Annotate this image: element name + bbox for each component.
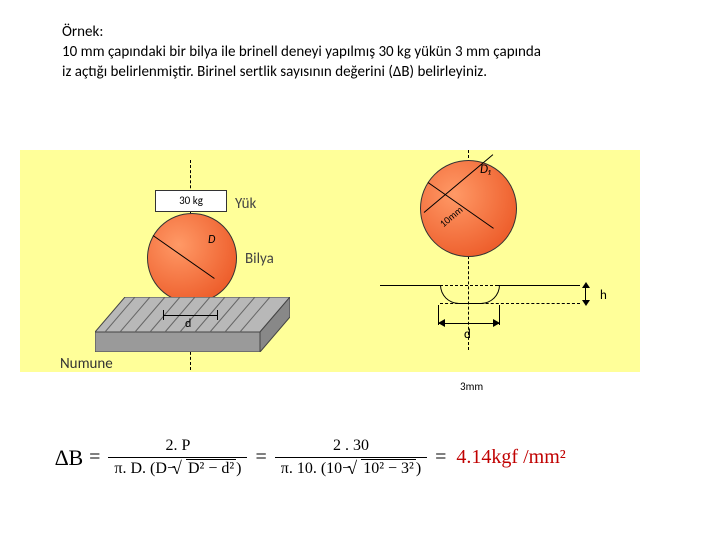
result-value: 4.14kgf /mm² — [456, 446, 565, 469]
den2-part-a: π. 10. (10− — [281, 460, 351, 477]
result-number: 4.14 — [456, 446, 491, 468]
equals-2: = — [255, 446, 266, 469]
h-label: h — [600, 288, 607, 303]
indenter-ball-left — [147, 213, 237, 303]
equals-3: = — [435, 446, 446, 469]
den2-part-b: ) — [416, 460, 421, 477]
indent-diameter-d-left: d — [163, 315, 218, 333]
three-mm-annotation: 3mm — [460, 380, 483, 393]
denominator-1: π. D. (D− D² − d²) — [108, 457, 247, 478]
example-heading: Örnek: — [62, 22, 103, 42]
load-label: Yük — [235, 195, 256, 213]
den1-part-a: π. D. (D− — [114, 460, 176, 477]
fraction-symbolic: 2. P π. D. (D− D² − d²) — [108, 437, 247, 478]
sqrt-1-arg: D² − d² — [186, 459, 236, 477]
denominator-2: π. 10. (10− 10² − 3²) — [275, 457, 427, 478]
delta-B-symbol: ∆B — [55, 445, 83, 471]
result-unit: kgf /mm² — [491, 446, 565, 468]
den1-part-b: ) — [236, 460, 241, 477]
load-value-box: 30 kg — [155, 190, 227, 212]
sqrt-1: D² − d² — [176, 460, 236, 478]
d-label-right: d — [464, 327, 471, 342]
surface-cross-section: h d — [380, 285, 580, 335]
indent-diameter-d-right: d — [438, 315, 500, 335]
right-figure: D₁ 10mm h d — [380, 150, 630, 370]
ball-label: Bilya — [245, 250, 274, 268]
brinell-formula: ∆B = 2. P π. D. (D− D² − d²) = 2 . 30 π. … — [55, 430, 675, 485]
specimen-label: Numune — [60, 355, 113, 373]
fraction-numeric: 2 . 30 π. 10. (10− 10² − 3²) — [275, 437, 427, 478]
sqrt-2-arg: 10² − 3² — [361, 459, 416, 477]
equals-1: = — [89, 446, 100, 469]
numerator-1: 2. P — [159, 437, 196, 457]
diagram-panel: 30 kg Yük D Bilya Numune d D₁ — [20, 150, 640, 372]
numerator-2: 2 . 30 — [327, 437, 375, 457]
D1-label: D₁ — [480, 162, 491, 177]
sqrt-2: 10² − 3² — [351, 460, 416, 478]
left-figure: 30 kg Yük D Bilya Numune d — [95, 155, 315, 370]
problem-line-1: 10 mm çapındaki bir bilya ile brinell de… — [62, 42, 662, 62]
diameter-D-label: D — [208, 233, 215, 247]
problem-line-2: iz açtığı belirlenmiştir. Birinel sertli… — [62, 62, 662, 82]
d-label-left: d — [185, 317, 191, 331]
